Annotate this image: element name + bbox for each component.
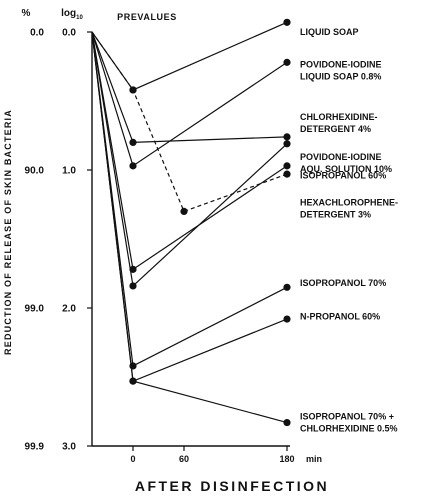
y-tick-label-percent: 99.0 <box>25 304 45 315</box>
data-point <box>283 315 291 323</box>
series-label: POVIDONE-IODINE AQU. SOLUTION 10% <box>300 152 392 174</box>
series-label-line: ISOPROPANOL 70% <box>300 278 386 288</box>
series-label-line: DETERGENT 3% <box>300 210 371 220</box>
series-label-line: HEXACHLOROPHENE- <box>300 198 398 208</box>
series-line <box>91 21 288 91</box>
series-label-line: CHLORHEXIDINE- <box>300 112 378 122</box>
x-tick-label: 0 <box>130 454 135 464</box>
log-header-base: log <box>61 8 76 19</box>
series-label-line: ISOPROPANOL 60% <box>300 171 386 181</box>
data-point <box>129 162 137 170</box>
series-line <box>91 31 288 213</box>
data-point <box>129 282 137 290</box>
data-point <box>129 138 137 146</box>
x-axis-title: AFTER DISINFECTION <box>135 478 329 494</box>
series-labels: LIQUID SOAP POVIDONE-IODINE LIQUID SOAP 0.… <box>300 27 398 434</box>
series-label-line: LIQUID SOAP 0.8% <box>300 72 381 82</box>
log-header: log10 <box>61 8 83 21</box>
data-point <box>283 418 291 427</box>
data-point <box>129 265 137 273</box>
y-tick-label-log: 1.0 <box>62 166 76 177</box>
data-point <box>283 140 291 148</box>
series-label: ISOPROPANOL 60% <box>300 171 386 181</box>
percent-header: % <box>22 8 31 19</box>
y-ticks: 0.0 0.0 1.0 90.0 2.0 99.0 3.0 99.9 <box>25 28 92 453</box>
series-label: CHLORHEXIDINE- DETERGENT 4% <box>300 112 378 134</box>
series-line <box>91 31 288 424</box>
series-label: HEXACHLOROPHENE- DETERGENT 3% <box>300 198 398 220</box>
series-label-line: LIQUID SOAP <box>300 27 359 37</box>
x-ticks: 0 60 180 <box>130 446 295 464</box>
data-point <box>180 207 188 215</box>
x-tick-label: 180 <box>279 454 294 464</box>
log-header-subscript: 10 <box>76 15 83 21</box>
x-unit-label: min <box>306 454 322 464</box>
x-tick-label: 60 <box>179 454 189 464</box>
series-points <box>129 18 291 427</box>
y-tick-label-percent: 99.9 <box>25 442 45 453</box>
series-line <box>91 31 288 167</box>
prevalues-label: PREVALUES <box>117 12 177 22</box>
data-point <box>283 162 291 170</box>
y-tick-label-log: 3.0 <box>62 442 76 453</box>
data-point <box>129 86 137 94</box>
series-line <box>91 31 288 382</box>
series-label: ISOPROPANOL 70% <box>300 278 386 288</box>
data-point <box>129 377 137 385</box>
data-point <box>283 133 291 141</box>
data-point <box>129 362 137 370</box>
series-label-line: DETERGENT 4% <box>300 124 371 134</box>
data-point <box>283 58 291 66</box>
y-tick-label-log: 2.0 <box>62 304 76 315</box>
series-label-line: AQU. SOLUTION 10% <box>300 164 392 174</box>
series-lines <box>91 21 288 424</box>
series-label-line: POVIDONE-IODINE <box>300 60 382 70</box>
series-label: N-PROPANOL 60% <box>300 311 380 321</box>
series-label-line: N-PROPANOL 60% <box>300 311 380 321</box>
series-label: POVIDONE-IODINE LIQUID SOAP 0.8% <box>300 60 382 82</box>
data-point <box>283 170 291 178</box>
y-axis-title: REDUCTION OF RELEASE OF SKIN BACTERIA <box>3 109 13 355</box>
series-label-line: ISOPROPANOL 70% + <box>300 412 394 422</box>
series-label-line: CHLORHEXIDINE 0.5% <box>300 424 398 434</box>
y-tick-label-percent: 90.0 <box>25 166 45 177</box>
y-tick-label-log: 0.0 <box>62 28 76 39</box>
data-point <box>283 283 291 291</box>
series-line <box>91 31 288 288</box>
series-label-line: POVIDONE-IODINE <box>300 152 382 162</box>
series-label: ISOPROPANOL 70% + CHLORHEXIDINE 0.5% <box>300 412 398 434</box>
data-point <box>283 18 291 26</box>
y-tick-label-percent: 0.0 <box>30 28 44 39</box>
series-label: LIQUID SOAP <box>300 27 359 37</box>
axes <box>91 32 290 447</box>
